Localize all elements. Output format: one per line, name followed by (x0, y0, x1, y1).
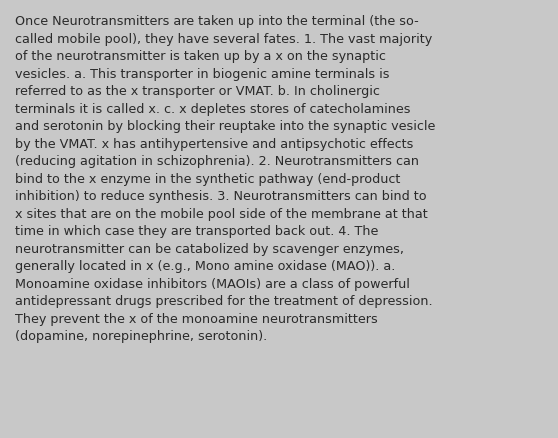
Text: Once Neurotransmitters are taken up into the terminal (the so-
called mobile poo: Once Neurotransmitters are taken up into… (15, 15, 435, 342)
